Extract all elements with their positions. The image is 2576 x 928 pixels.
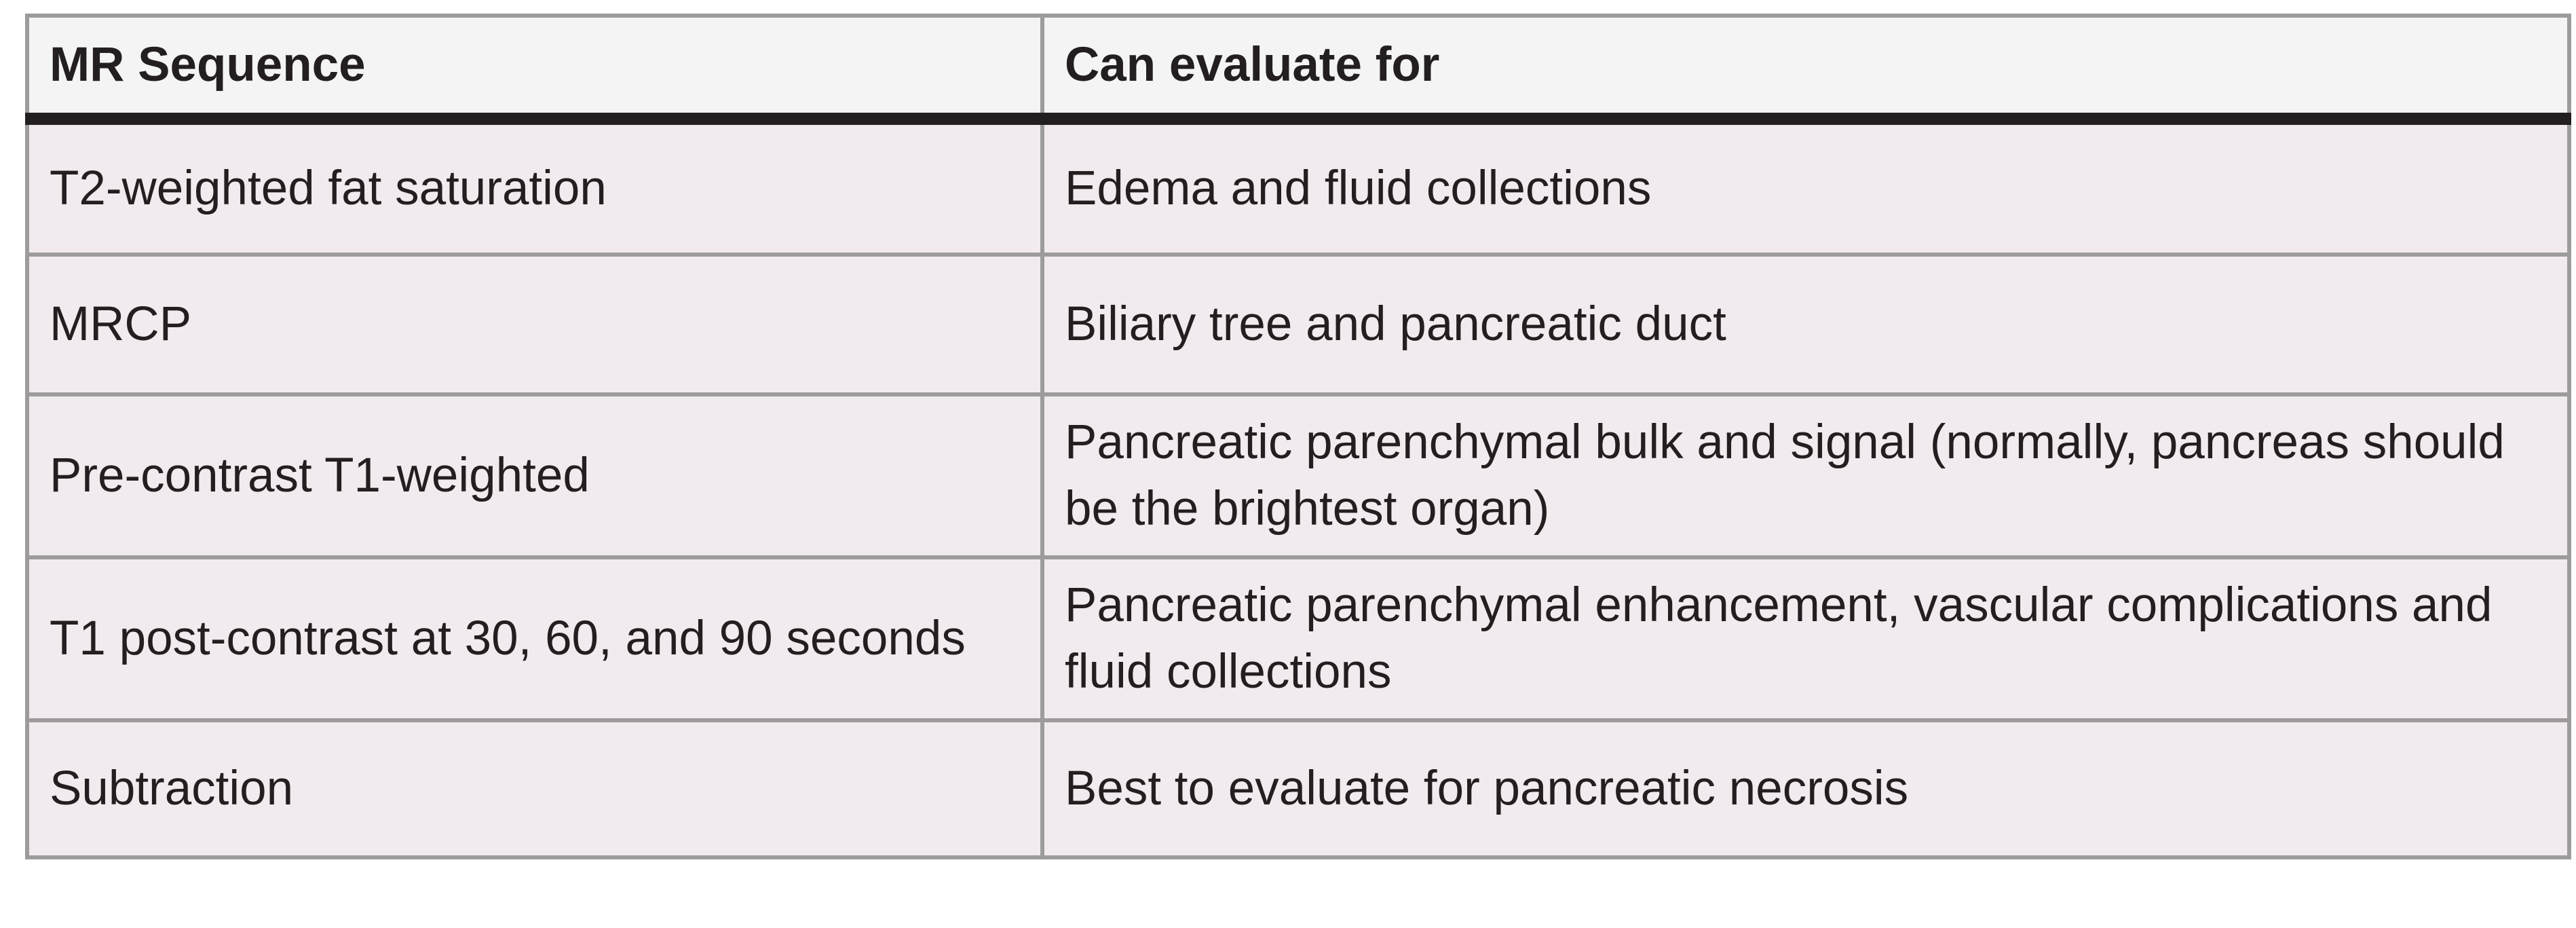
sequence-cell: Subtraction — [25, 718, 1044, 859]
evaluation-cell: Pancreatic parenchymal enhancement, vasc… — [1040, 555, 2571, 722]
table-row: T2-weighted fat saturation Edema and flu… — [25, 117, 2571, 257]
sequence-cell: T1 post-contrast at 30, 60, and 90 secon… — [25, 555, 1044, 722]
evaluation-cell: Biliary tree and pancreatic duct — [1040, 253, 2571, 396]
sequence-cell: MRCP — [25, 253, 1044, 396]
evaluation-cell: Pancreatic parenchymal bulk and signal (… — [1040, 392, 2571, 559]
evaluation-cell: Best to evaluate for pancreatic necrosis — [1040, 718, 2571, 859]
table-header-row: MR Sequence Can evaluate for — [25, 14, 2571, 125]
table-row: Pre-contrast T1-weighted Pancreatic pare… — [25, 392, 2571, 559]
table-row: Subtraction Best to evaluate for pancrea… — [25, 718, 2571, 859]
table-row: T1 post-contrast at 30, 60, and 90 secon… — [25, 555, 2571, 722]
header-mr-sequence: MR Sequence — [25, 14, 1044, 125]
mr-sequence-table: MR Sequence Can evaluate for T2-weighted… — [25, 14, 2571, 859]
sequence-cell: T2-weighted fat saturation — [25, 117, 1044, 257]
header-can-evaluate-for: Can evaluate for — [1040, 14, 2571, 125]
mr-sequence-table-container: MR Sequence Can evaluate for T2-weighted… — [25, 14, 2571, 859]
sequence-cell: Pre-contrast T1-weighted — [25, 392, 1044, 559]
evaluation-cell: Edema and fluid collections — [1040, 117, 2571, 257]
table-row: MRCP Biliary tree and pancreatic duct — [25, 253, 2571, 396]
